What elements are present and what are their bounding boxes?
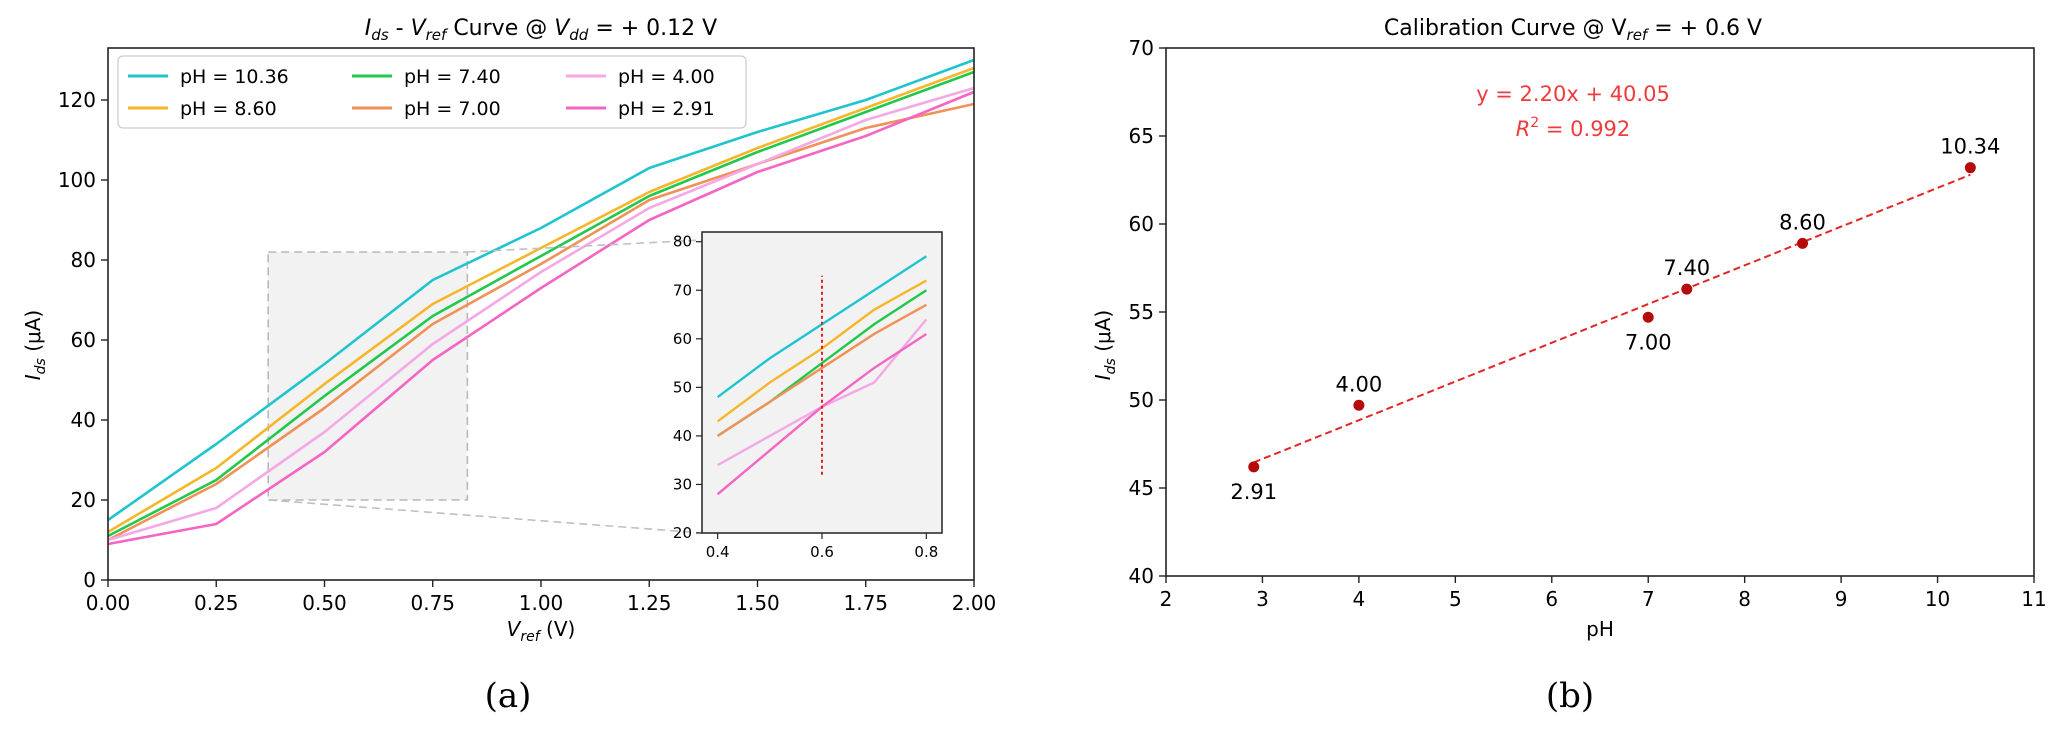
y-tick-label: 55 (1129, 300, 1154, 324)
fit-r-squared: R2 = 0.992 (1516, 115, 1631, 141)
chart-b-y-axis-label: Ids (μA) (1091, 310, 1119, 380)
legend-entry: pH = 10.36 (180, 66, 289, 88)
x-tick-label: 0.75 (410, 591, 455, 615)
y-tick-label: 20 (71, 488, 96, 512)
inset-connector-bottom (268, 499, 703, 534)
chart-a-y-axis-label: Ids (μA) (21, 310, 49, 380)
data-point (1642, 311, 1654, 323)
inset-connector-top (467, 239, 703, 253)
y-tick-label: 50 (1129, 388, 1154, 412)
panel-label-a: (a) (485, 676, 532, 716)
legend-entry: pH = 7.40 (404, 66, 501, 88)
x-tick-label: 1.50 (735, 591, 780, 615)
point-label: 7.00 (1625, 330, 1672, 354)
inset-y-tick-label: 70 (673, 281, 692, 299)
x-tick-label: 3 (1256, 587, 1269, 611)
inset-y-tick-label: 60 (673, 330, 692, 348)
x-tick-label: 2.00 (952, 591, 997, 615)
inset-x-tick-label: 0.4 (706, 543, 730, 561)
chart-a-plot-area: 0.4 0.6 0.8 20 30 40 50 60 70 80 0.00 0.25 0.50 0.75 1… (58, 47, 997, 615)
legend-frame (117, 55, 747, 129)
series-line-1 (107, 66, 975, 534)
x-tick-label: 0.50 (302, 591, 347, 615)
inset-y-tick-label: 40 (673, 427, 692, 445)
fit-line (1253, 173, 1971, 464)
series-line-3 (107, 102, 975, 542)
y-tick-label: 45 (1129, 476, 1154, 500)
point-label: 4.00 (1336, 372, 1383, 396)
inset-y-tick-label: 80 (673, 233, 692, 251)
chart-a: Ids - Vref Curve @ Vdd = + 0.12 V 0.4 0.6… (21, 16, 996, 716)
legend-entry: pH = 2.91 (618, 98, 715, 120)
x-tick-label: 4 (1353, 587, 1366, 611)
point-label: 7.40 (1663, 256, 1710, 280)
legend-entry: pH = 4.00 (618, 66, 715, 88)
panel-label-b: (b) (1546, 676, 1594, 716)
data-point (1248, 461, 1260, 473)
x-tick-label: 9 (1835, 587, 1848, 611)
fit-equation: y = 2.20x + 40.05 (1476, 82, 1670, 106)
x-tick-label: 5 (1449, 587, 1462, 611)
chart-b-x-axis-label: pH (1586, 617, 1614, 641)
y-tick-label: 80 (71, 248, 96, 272)
x-tick-label: 1.00 (519, 591, 564, 615)
x-tick-label: 7 (1642, 587, 1655, 611)
inset-x-tick-label: 0.8 (914, 543, 938, 561)
legend-entry: pH = 7.00 (404, 98, 501, 120)
x-tick-label: 2 (1160, 587, 1173, 611)
point-label: 8.60 (1779, 210, 1826, 234)
x-tick-label: 6 (1545, 587, 1558, 611)
inset-y-tick-label: 20 (673, 524, 692, 542)
chart-b-title: Calibration Curve @ Vref = + 0.6 V (1384, 16, 1762, 44)
data-point (1681, 283, 1693, 295)
data-point (1353, 399, 1365, 411)
series-line-5 (107, 90, 975, 546)
point-label: 2.91 (1230, 480, 1277, 504)
chart-b: Calibration Curve @ Vref = + 0.6 V 2.91 4… (1091, 16, 2047, 716)
y-tick-label: 70 (1129, 36, 1154, 60)
series-line-4 (107, 86, 975, 542)
inset-series-line-3 (716, 303, 927, 437)
data-point (1964, 162, 1976, 174)
chart-a-x-axis-label: Vref (V) (507, 617, 576, 645)
y-tick-label: 40 (71, 408, 96, 432)
x-tick-label: 10 (1925, 587, 1950, 611)
y-tick-label: 0 (83, 568, 96, 592)
series-line-0 (107, 58, 975, 522)
x-tick-label: 1.25 (627, 591, 672, 615)
point-label: 10.34 (1940, 135, 2000, 159)
series-line-2 (107, 70, 975, 538)
chart-a-title: Ids - Vref Curve @ Vdd = + 0.12 V (365, 16, 717, 44)
y-tick-label: 120 (58, 88, 96, 112)
x-tick-label: 1.75 (843, 591, 888, 615)
data-point (1797, 237, 1809, 249)
x-tick-label: 11 (2021, 587, 2046, 611)
chart-b-plot-area: 2.91 4.00 7.00 7.40 8.60 10.34 y = 2.20x + 40.… (1129, 36, 2047, 611)
inset-y-tick-label: 50 (673, 378, 692, 396)
x-tick-label: 0.00 (86, 591, 131, 615)
y-tick-label: 40 (1129, 564, 1154, 588)
x-tick-label: 0.25 (194, 591, 239, 615)
inset-y-tick-label: 30 (673, 475, 692, 493)
y-tick-label: 60 (71, 328, 96, 352)
inset-x-tick-label: 0.6 (810, 543, 834, 561)
chart-a-legend: pH = 10.36 pH = 8.60 pH = 7.40 pH = 7.00 pH … (117, 55, 747, 129)
legend-entry: pH = 8.60 (180, 98, 277, 120)
y-tick-label: 100 (58, 168, 96, 192)
y-tick-label: 65 (1129, 124, 1154, 148)
y-tick-label: 60 (1129, 212, 1154, 236)
x-tick-label: 8 (1738, 587, 1751, 611)
